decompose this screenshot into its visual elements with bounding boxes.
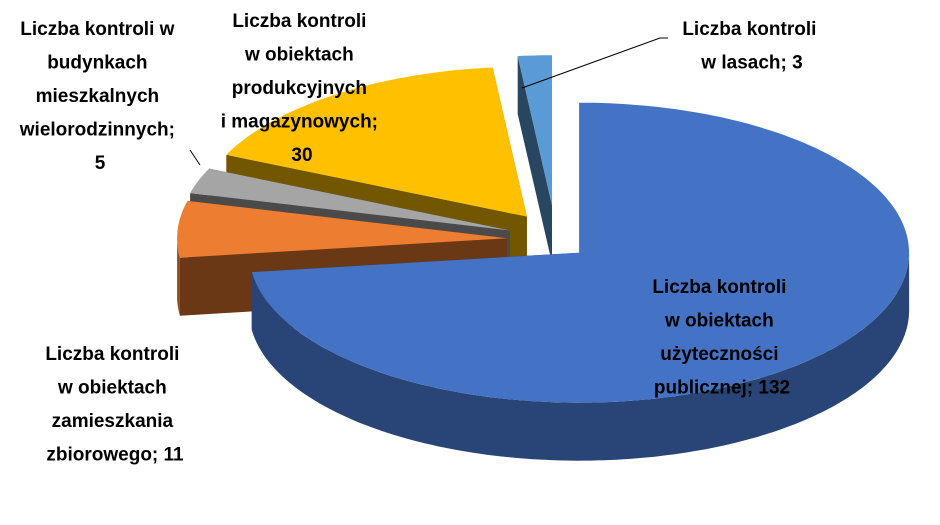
data-label-line: Liczba kontroli w: [20, 19, 179, 40]
leader-line: [189, 149, 201, 166]
data-label-line: i magazynowych;: [221, 112, 384, 133]
data-label: Liczba kontroli w obiektach zamieszkania…: [45, 344, 184, 466]
slice: [517, 55, 552, 206]
data-label-line: w lasach; 3: [700, 53, 802, 74]
data-label: Liczba kontroli w lasach; 3: [682, 19, 821, 74]
slice-wall: [251, 252, 910, 461]
data-label-line: budynkach: [47, 53, 153, 74]
data-label-line: Liczba kontroli: [682, 19, 821, 40]
slice: [251, 102, 910, 403]
slice: [177, 200, 508, 258]
data-label: Liczba kontroli w budynkach mieszkalnych…: [19, 19, 180, 174]
data-label-line: mieszkalnych: [36, 86, 165, 107]
data-label: Liczba kontroli w obiektach produkcyjnyc…: [221, 11, 384, 166]
data-label-line: 30: [291, 145, 312, 166]
data-label-line: w obiektach: [244, 45, 359, 66]
leader-line: [521, 37, 668, 89]
data-label-line: Liczba kontroli: [232, 11, 371, 32]
data-label-line: w obiektach: [57, 378, 172, 399]
slice: [190, 168, 510, 231]
slice: [226, 67, 527, 217]
data-label-line: publicznej; 132: [654, 378, 790, 399]
data-label-line: Liczba kontroli: [652, 277, 791, 298]
data-label-line: produkcyjnych: [232, 78, 372, 99]
data-label-line: Liczba kontroli: [45, 344, 184, 365]
data-label-line: zamieszkania: [52, 411, 179, 432]
slice-side: [517, 56, 552, 264]
slice-wall: [177, 238, 180, 316]
data-label-line: w obiektach: [664, 311, 779, 332]
data-label-line: 5: [95, 153, 106, 174]
data-label-line: użyteczności: [660, 344, 784, 365]
data-label-line: wielorodzinnych;: [19, 120, 180, 141]
data-label: Liczba kontroli w obiektach użyteczności…: [652, 277, 791, 399]
data-label-line: zbiorowego; 11: [46, 445, 184, 466]
